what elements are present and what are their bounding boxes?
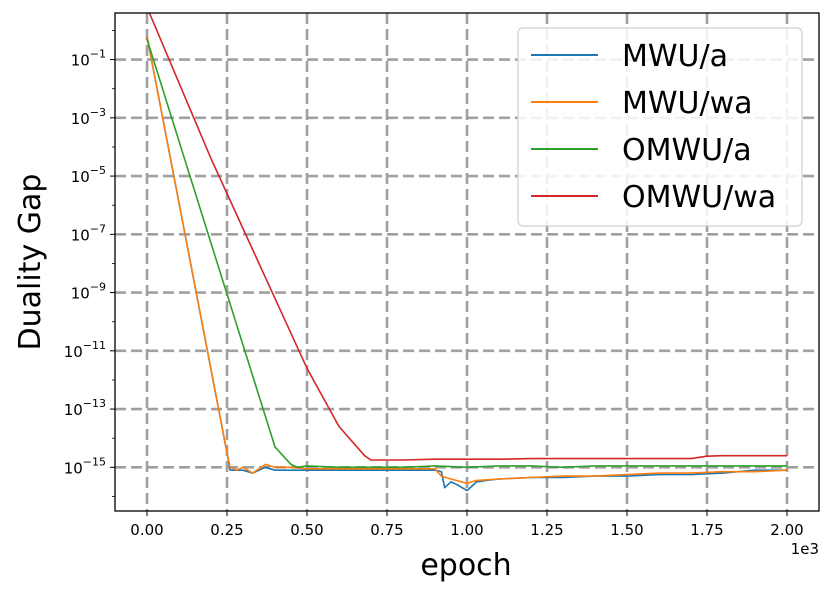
x-tick-label: 2.00: [770, 521, 803, 539]
x-tick-label: 1.25: [530, 521, 563, 539]
x-tick-label: 1.75: [690, 521, 723, 539]
y-tick-label: 10−11: [64, 339, 106, 361]
x-tick-label: 0.00: [130, 521, 163, 539]
y-tick-label: 10−15: [64, 455, 106, 477]
legend-label: OMWU/a: [622, 133, 752, 168]
legend-label: MWU/wa: [622, 86, 753, 121]
x-tick-label: 1.00: [450, 521, 483, 539]
x-axis-title: epoch: [420, 548, 511, 583]
series-lines: [146, 13, 788, 492]
legend-box: [517, 27, 803, 227]
y-tick-label: 10−7: [71, 222, 106, 244]
series-line-omwu-wa: [148, 13, 787, 461]
legend-label: MWU/a: [622, 39, 728, 74]
y-tick-label: 10−5: [71, 164, 106, 186]
series-line-omwu-a: [146, 38, 787, 469]
legend-label: OMWU/wa: [622, 180, 776, 215]
y-tick-label: 10−9: [71, 281, 106, 303]
y-tick-label: 10−13: [64, 397, 106, 419]
axis-ticks: 0.00 0.25 0.50 0.75 1.00 1.25 1.50 1.75 2.00 10−1…: [64, 30, 804, 539]
series-line-mwu-wa: [146, 36, 788, 485]
y-tick-label: 10−1: [71, 48, 106, 70]
x-tick-label: 0.75: [370, 521, 403, 539]
x-tick-label: 0.50: [290, 521, 323, 539]
legend: MWU/a MWU/wa OMWU/a OMWU/wa: [517, 27, 803, 227]
y-tick-label: 10−3: [71, 106, 106, 128]
y-axis-title: Duality Gap: [13, 174, 48, 351]
x-axis-multiplier: 1e3: [791, 540, 819, 558]
x-tick-label: 1.50: [610, 521, 643, 539]
x-tick-label: 0.25: [210, 521, 243, 539]
